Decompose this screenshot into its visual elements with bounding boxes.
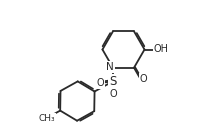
- Text: S: S: [109, 75, 117, 88]
- Text: OH: OH: [154, 44, 169, 54]
- Text: O: O: [140, 75, 148, 85]
- Text: O: O: [110, 89, 117, 99]
- Text: N: N: [106, 62, 114, 72]
- Text: CH₃: CH₃: [38, 114, 55, 123]
- Text: O: O: [96, 78, 104, 88]
